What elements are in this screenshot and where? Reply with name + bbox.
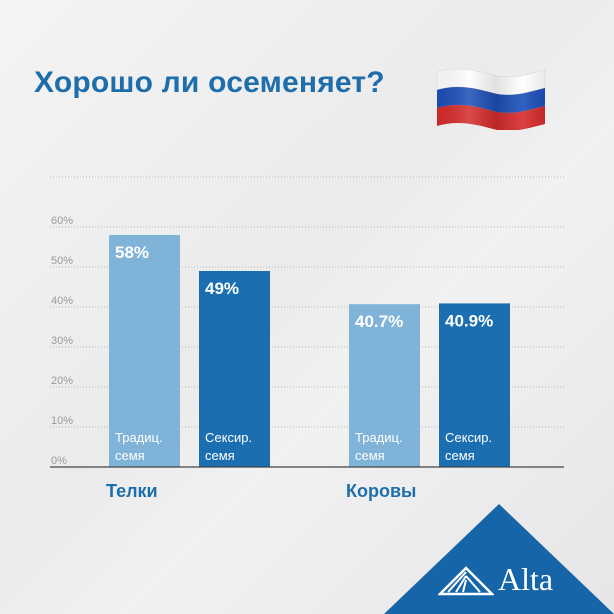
page-title: Хорошо ли осеменяет? [34,66,385,99]
y-tick-label: 50% [51,255,73,267]
russia-flag-icon [436,68,546,130]
bar [109,235,180,467]
bar-caption-line-2: семя [355,448,385,463]
bar-value-label: 40.9% [445,311,493,330]
logo-corner [384,504,614,614]
bar-value-label: 58% [115,243,149,262]
bar-caption-line-2: семя [445,448,475,463]
y-tick-label: 40% [51,295,73,307]
bar-caption-line-2: семя [115,448,145,463]
bar-caption-line-1: Традиц. [115,430,163,445]
y-tick-label: 30% [51,335,73,347]
alta-mountain-logo-icon [438,566,494,596]
bar-caption-line-1: Сексир. [445,430,492,445]
bar-caption-line-2: семя [205,448,235,463]
bar-caption-line-1: Традиц. [355,430,403,445]
bar [199,271,270,467]
brand-name: Alta [498,561,554,597]
category-label: Телки [106,481,158,501]
bar [349,304,420,467]
bar-caption-line-1: Сексир. [205,430,252,445]
bar-value-label: 40.7% [355,312,403,331]
bar [439,303,510,467]
y-tick-label: 10% [51,415,73,427]
y-tick-label: 0% [51,455,67,467]
y-tick-label: 60% [51,215,73,227]
category-label: Коровы [346,481,416,501]
y-tick-label: 20% [51,375,73,387]
bar-value-label: 49% [205,279,239,298]
